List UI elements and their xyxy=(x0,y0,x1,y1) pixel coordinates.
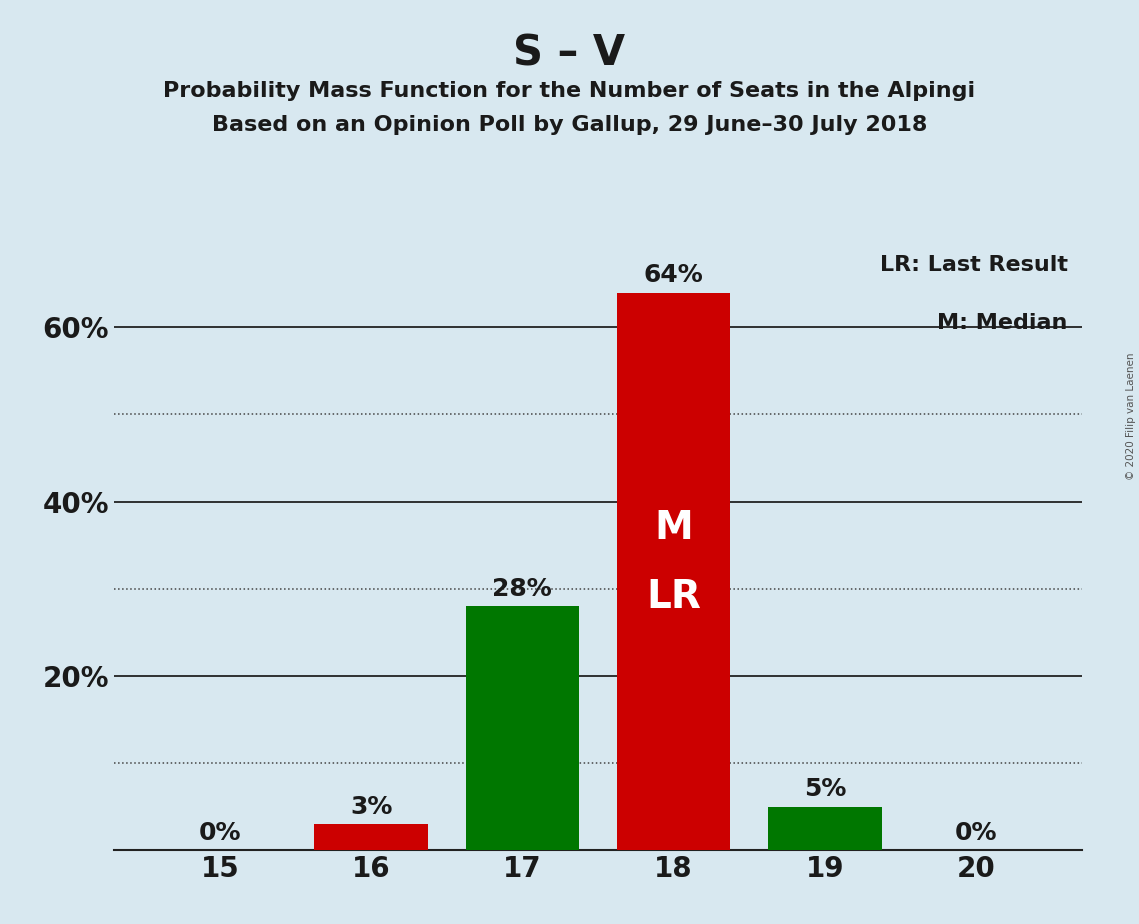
Text: Based on an Opinion Poll by Gallup, 29 June–30 July 2018: Based on an Opinion Poll by Gallup, 29 J… xyxy=(212,115,927,135)
Text: 5%: 5% xyxy=(804,777,846,801)
Text: 3%: 3% xyxy=(350,795,392,819)
Text: © 2020 Filip van Laenen: © 2020 Filip van Laenen xyxy=(1126,352,1136,480)
Bar xyxy=(617,293,730,850)
Text: M: Median: M: Median xyxy=(937,313,1067,334)
Bar xyxy=(768,807,882,850)
Text: LR: Last Result: LR: Last Result xyxy=(879,255,1067,275)
Text: 28%: 28% xyxy=(492,577,552,601)
Text: 0%: 0% xyxy=(198,821,241,845)
Text: M: M xyxy=(654,509,693,547)
Text: S – V: S – V xyxy=(514,32,625,74)
Text: LR: LR xyxy=(646,578,700,616)
Text: 64%: 64% xyxy=(644,263,704,287)
Bar xyxy=(466,606,579,850)
Text: Probability Mass Function for the Number of Seats in the Alpingi: Probability Mass Function for the Number… xyxy=(163,81,976,102)
Bar xyxy=(314,824,428,850)
Text: 0%: 0% xyxy=(954,821,998,845)
